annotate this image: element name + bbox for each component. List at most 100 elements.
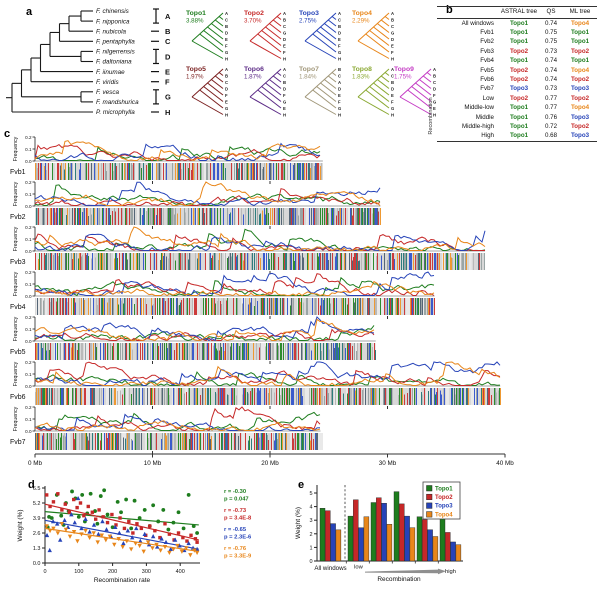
category-label-high: high xyxy=(445,569,456,575)
freq-y-tick-label: 0.1 xyxy=(25,237,32,242)
barcode-bar xyxy=(298,343,299,360)
barcode-bar xyxy=(439,253,440,270)
barcode-bar xyxy=(286,253,287,270)
barcode-bar xyxy=(495,388,496,405)
barcode-bar xyxy=(137,298,138,315)
barcode-bar xyxy=(112,433,113,450)
barcode-bar xyxy=(175,260,176,270)
data-point xyxy=(181,526,186,531)
data-point xyxy=(127,519,131,524)
data-point xyxy=(95,540,100,545)
y-tick-label: 3.9 xyxy=(33,516,41,522)
barcode-bar xyxy=(274,392,275,405)
barcode-bar xyxy=(339,208,340,225)
barcode-bar xyxy=(444,388,445,405)
barcode-bar xyxy=(410,253,411,270)
topology-tip-letter: E xyxy=(433,106,436,111)
barcode-bar xyxy=(269,343,270,360)
barcode-bar xyxy=(351,208,352,225)
barcode-bar xyxy=(196,433,197,450)
barcode-bar xyxy=(117,258,118,270)
data-point xyxy=(148,524,152,528)
barcode-bar xyxy=(110,298,111,315)
barcode-bar xyxy=(267,435,268,450)
barcode-bar xyxy=(293,208,294,225)
barcode-gap xyxy=(204,163,207,180)
barcode-bar xyxy=(358,260,359,270)
barcode-bar xyxy=(35,253,36,270)
barcode-bar xyxy=(264,253,265,270)
barcode-bar xyxy=(268,212,269,225)
barcode-bar xyxy=(194,433,195,450)
barcode-bar xyxy=(59,298,60,315)
barcode-bar xyxy=(208,388,209,405)
barcode-bar xyxy=(217,301,218,315)
barcode-bar xyxy=(343,298,344,315)
barcode-bar xyxy=(315,298,316,315)
freq-axis-label: Frequency xyxy=(13,316,19,341)
barcode-bar xyxy=(288,343,289,360)
barcode-bar xyxy=(120,298,121,315)
barcode-bar xyxy=(314,253,315,270)
barcode-bar xyxy=(452,388,453,405)
barcode-bar xyxy=(380,298,381,315)
barcode-bar xyxy=(335,256,336,270)
barcode-bar xyxy=(45,255,46,270)
data-point xyxy=(47,528,53,534)
freq-trace-topo4 xyxy=(35,226,486,252)
barcode-bar xyxy=(99,208,100,225)
barcode-bar xyxy=(102,208,103,225)
barcode-bar xyxy=(192,433,193,450)
data-point xyxy=(153,528,157,533)
barcode-bar xyxy=(322,253,323,270)
barcode-bar xyxy=(196,388,197,405)
barcode-bar xyxy=(63,388,64,405)
data-point xyxy=(122,526,127,531)
barcode-bar xyxy=(43,433,44,450)
topology-label: Topo2 xyxy=(244,10,264,17)
barcode-bar xyxy=(302,433,303,450)
barcode-bar xyxy=(427,298,428,315)
topology-branch xyxy=(373,82,390,96)
barcode-bar xyxy=(458,255,459,270)
barcode-bar xyxy=(182,343,183,360)
barcode-bar xyxy=(167,347,168,360)
barcode-bar xyxy=(132,165,133,180)
barcode-bar xyxy=(245,208,246,225)
topology-percent: 3.88% xyxy=(186,18,204,25)
barcode-bar xyxy=(184,253,185,270)
barcode-bar xyxy=(137,343,138,360)
barcode-bar xyxy=(212,208,213,225)
panel-label-b: b xyxy=(446,4,453,16)
freq-y-tick-label: 0.0 xyxy=(25,384,32,389)
barcode-bar xyxy=(81,256,82,270)
barcode-bar xyxy=(276,388,277,405)
barcode-bar xyxy=(110,214,111,225)
barcode-bar xyxy=(313,388,314,405)
barcode-bar xyxy=(242,253,243,270)
data-point xyxy=(100,519,105,524)
bar-topo3 xyxy=(358,527,364,562)
barcode-gap xyxy=(102,433,105,450)
barcode-bar xyxy=(484,388,485,405)
barcode-bar xyxy=(37,388,38,405)
barcode-bar xyxy=(173,388,174,405)
barcode-bar xyxy=(168,208,169,225)
barcode-bar xyxy=(40,343,41,360)
freq-y-tick-label: 0.0 xyxy=(25,249,32,254)
topology-tip-letter: G xyxy=(338,50,341,55)
barcode-bar xyxy=(156,163,157,180)
barcode-bar xyxy=(326,298,327,315)
table-cell: Topo2 xyxy=(570,47,590,55)
barcode-bar xyxy=(286,433,287,450)
barcode-bar xyxy=(129,208,130,225)
barcode-bar xyxy=(50,302,51,315)
barcode-bar xyxy=(273,343,274,360)
barcode-bar xyxy=(100,440,101,450)
barcode-bar xyxy=(276,298,277,315)
topology-tip-letter: E xyxy=(283,106,286,111)
data-point xyxy=(185,539,189,543)
barcode-bar xyxy=(187,163,188,180)
